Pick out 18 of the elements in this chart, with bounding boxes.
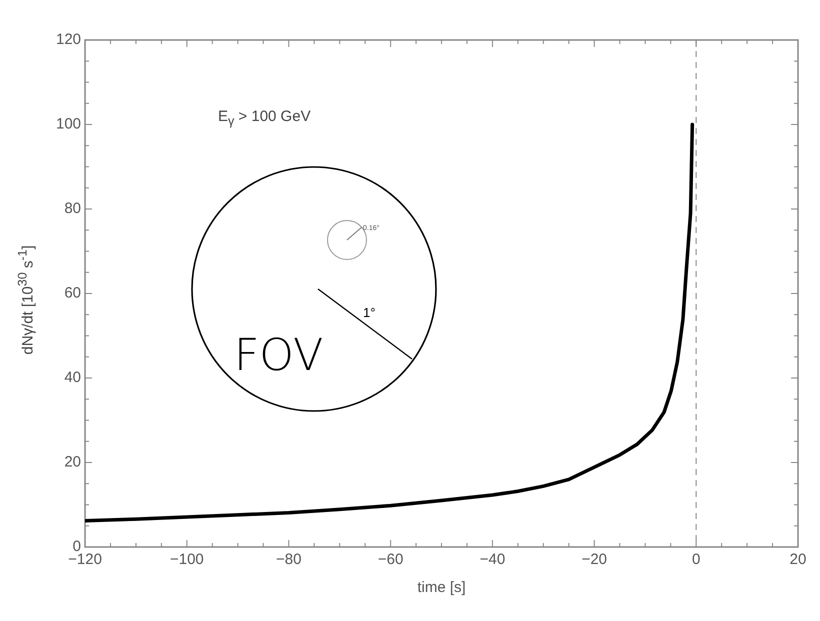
y-tick-label: 80 [64, 200, 82, 218]
annotation: 1° [363, 305, 376, 320]
x-tick-label: −120 [68, 551, 102, 568]
x-tick-label: −100 [170, 551, 204, 568]
x-tick-label: −40 [480, 551, 506, 568]
y-tick-label: 120 [56, 31, 82, 48]
x-tick-label: −60 [378, 551, 404, 568]
annotation: E$_{γ}$ > 100 GeV [218, 108, 311, 128]
y-tick-label: 60 [64, 284, 82, 302]
x-tick-label: −80 [276, 551, 302, 568]
y-tick-label: 40 [64, 369, 82, 386]
x-tick-label: 0 [692, 551, 700, 568]
y-tick-label: 20 [64, 454, 82, 471]
x-tick-label: 20 [790, 551, 806, 568]
y-tick-label: 100 [56, 116, 82, 133]
x-axis-title: time [s] [417, 579, 466, 596]
x-tick-label: −20 [582, 551, 608, 568]
annotation: FOV [234, 330, 324, 381]
